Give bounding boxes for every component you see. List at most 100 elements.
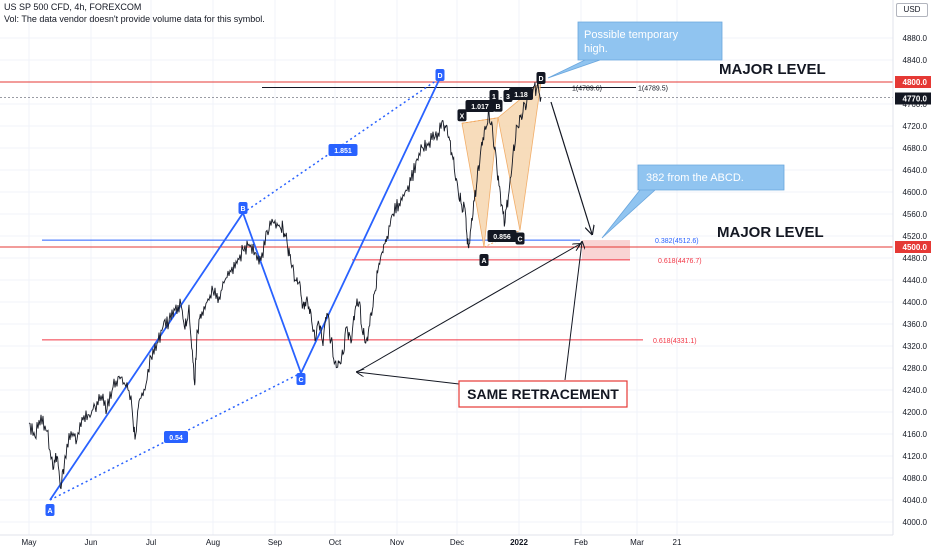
ratio-label: 1 xyxy=(492,94,496,101)
fib-618-label: 0.618(4331.1) xyxy=(653,338,697,345)
last-price-tag-bg xyxy=(895,92,931,105)
ratio-label: 3 xyxy=(506,94,510,101)
ratio-label-bg xyxy=(489,90,499,102)
point-label-c: C xyxy=(298,377,303,384)
y-tick-label: 4000.0 xyxy=(903,518,928,527)
point-label-x-bg xyxy=(457,109,467,122)
x-tick-label: Jun xyxy=(85,538,98,547)
ratio-label: 0.54 xyxy=(169,435,183,442)
ratio-label: 0.856 xyxy=(493,234,511,241)
x-tick-label: 2022 xyxy=(510,538,528,547)
fib-382-label: 0.382(4512.6) xyxy=(655,238,699,245)
point-label-d: D xyxy=(437,73,442,80)
y-tick-label: 4720.0 xyxy=(903,122,928,131)
x-tick-label: Feb xyxy=(574,538,588,547)
bubble-top-text: high. xyxy=(584,43,608,55)
annotation-labels: A B C D 1.851 0.54 X A B C D 1.017 0.856 1.18 1 3 Possib… xyxy=(45,21,826,516)
arrow-retracement-up xyxy=(356,244,580,373)
currency-selector[interactable]: USD xyxy=(896,3,928,17)
last-price-tag: 4770.0 xyxy=(903,95,928,104)
y-tick-label: 4560.0 xyxy=(903,210,928,219)
volume-note: Vol: The data vendor doesn't provide vol… xyxy=(4,14,265,24)
point-label-a-bg xyxy=(479,254,489,266)
y-tick-label: 4360.0 xyxy=(903,320,928,329)
y-tick-label: 4280.0 xyxy=(903,364,928,373)
price-tag: 4800.0 xyxy=(903,78,928,87)
y-tick-label: 4520.0 xyxy=(903,232,928,241)
point-label-b-bg xyxy=(493,99,503,112)
point-label-a: A xyxy=(481,258,486,265)
y-tick-label: 4840.0 xyxy=(903,56,928,65)
point-label-x: X xyxy=(460,113,465,120)
arrow-same-retracement xyxy=(357,372,460,385)
y-tick-label: 4320.0 xyxy=(903,342,928,351)
ratio-label-bg xyxy=(503,90,513,102)
ratio-label-bg xyxy=(509,88,533,100)
y-tick-label: 4480.0 xyxy=(903,254,928,263)
x-tick-label: Jul xyxy=(146,538,156,547)
y-tick-label: 4200.0 xyxy=(903,408,928,417)
same-retracement-box xyxy=(458,380,628,408)
price-tag: 4500.0 xyxy=(903,243,928,252)
ratio-label: 1.017 xyxy=(471,104,489,111)
point-label-a-bg xyxy=(45,504,55,516)
annotation-arrows xyxy=(356,101,592,385)
y-axis[interactable]: 4000.0 4040.0 4080.0 4120.0 4160.0 4200.0 4240… xyxy=(892,0,931,535)
bubble-mid-shape xyxy=(601,164,785,239)
abcd-pattern xyxy=(49,77,441,501)
arrow-retracement-up xyxy=(564,242,582,381)
y-tick-label: 4400.0 xyxy=(903,298,928,307)
x-tick-label: 21 xyxy=(673,538,682,547)
point-label-c-bg xyxy=(296,373,306,385)
x-tick-label: Mar xyxy=(630,538,644,547)
ratio-label: 1.18 xyxy=(514,92,528,99)
same-retracement-label: SAME RETRACEMENT xyxy=(467,386,619,402)
x-tick-label: Oct xyxy=(329,538,342,547)
y-tick-label: 4440.0 xyxy=(903,276,928,285)
point-label-b: B xyxy=(240,206,245,213)
ratio-label-bg xyxy=(465,100,495,112)
x-tick-label: Dec xyxy=(450,538,464,547)
x-axis[interactable]: May Jun Jul Aug Sep Oct Nov Dec 2022 Feb Mar 21 xyxy=(0,534,893,547)
fib-top-label: 1(4789.6) xyxy=(572,86,602,93)
y-tick-label: 4680.0 xyxy=(903,144,928,153)
price-tag-bg xyxy=(895,241,931,253)
major-level-label: MAJOR LEVEL xyxy=(719,61,826,78)
horizontal-levels: 0.382(4512.6) 0.618(4476.7) 0.618(4331.1) 1… xyxy=(0,81,893,345)
y-tick-label: 4040.0 xyxy=(903,496,928,505)
bubble-top-text: Possible temporary xyxy=(584,29,679,41)
arrow-d-to-target xyxy=(550,101,592,234)
point-label-d: D xyxy=(538,76,543,83)
target-zone xyxy=(582,240,630,260)
point-label-b-bg xyxy=(238,202,248,214)
bubble-top-shape xyxy=(547,21,723,79)
fib-618-label: 0.618(4476.7) xyxy=(658,258,702,265)
y-tick-label: 4880.0 xyxy=(903,34,928,43)
y-tick-label: 4120.0 xyxy=(903,452,928,461)
fib-top-label: 1(4789.5) xyxy=(638,86,668,93)
y-tick-label: 4080.0 xyxy=(903,474,928,483)
bubble-mid-text: 382 from the ABCD. xyxy=(646,172,744,184)
point-label-d-bg xyxy=(435,69,445,81)
harmonic-triangle xyxy=(461,117,499,248)
point-label-d-bg xyxy=(536,72,546,84)
abcd-legs xyxy=(49,77,441,501)
point-label-c-bg xyxy=(515,232,525,245)
point-label-a: A xyxy=(47,508,52,515)
x-tick-label: Sep xyxy=(268,538,283,547)
ratio-label-bg xyxy=(164,431,188,443)
ratio-label: 1.851 xyxy=(334,148,352,155)
x-tick-label: Nov xyxy=(390,538,404,547)
retracement-zone xyxy=(582,240,630,260)
point-label-b: B xyxy=(495,104,500,111)
symbol-title: US SP 500 CFD, 4h, FOREXCOM xyxy=(4,2,142,12)
y-tick-label: 4600.0 xyxy=(903,188,928,197)
ratio-label-bg xyxy=(487,230,517,242)
y-tick-label: 4640.0 xyxy=(903,166,928,175)
x-tick-label: Aug xyxy=(206,538,220,547)
x-tick-label: May xyxy=(21,538,36,547)
price-line xyxy=(28,82,542,490)
price-series xyxy=(28,82,542,490)
price-grid xyxy=(0,0,893,535)
